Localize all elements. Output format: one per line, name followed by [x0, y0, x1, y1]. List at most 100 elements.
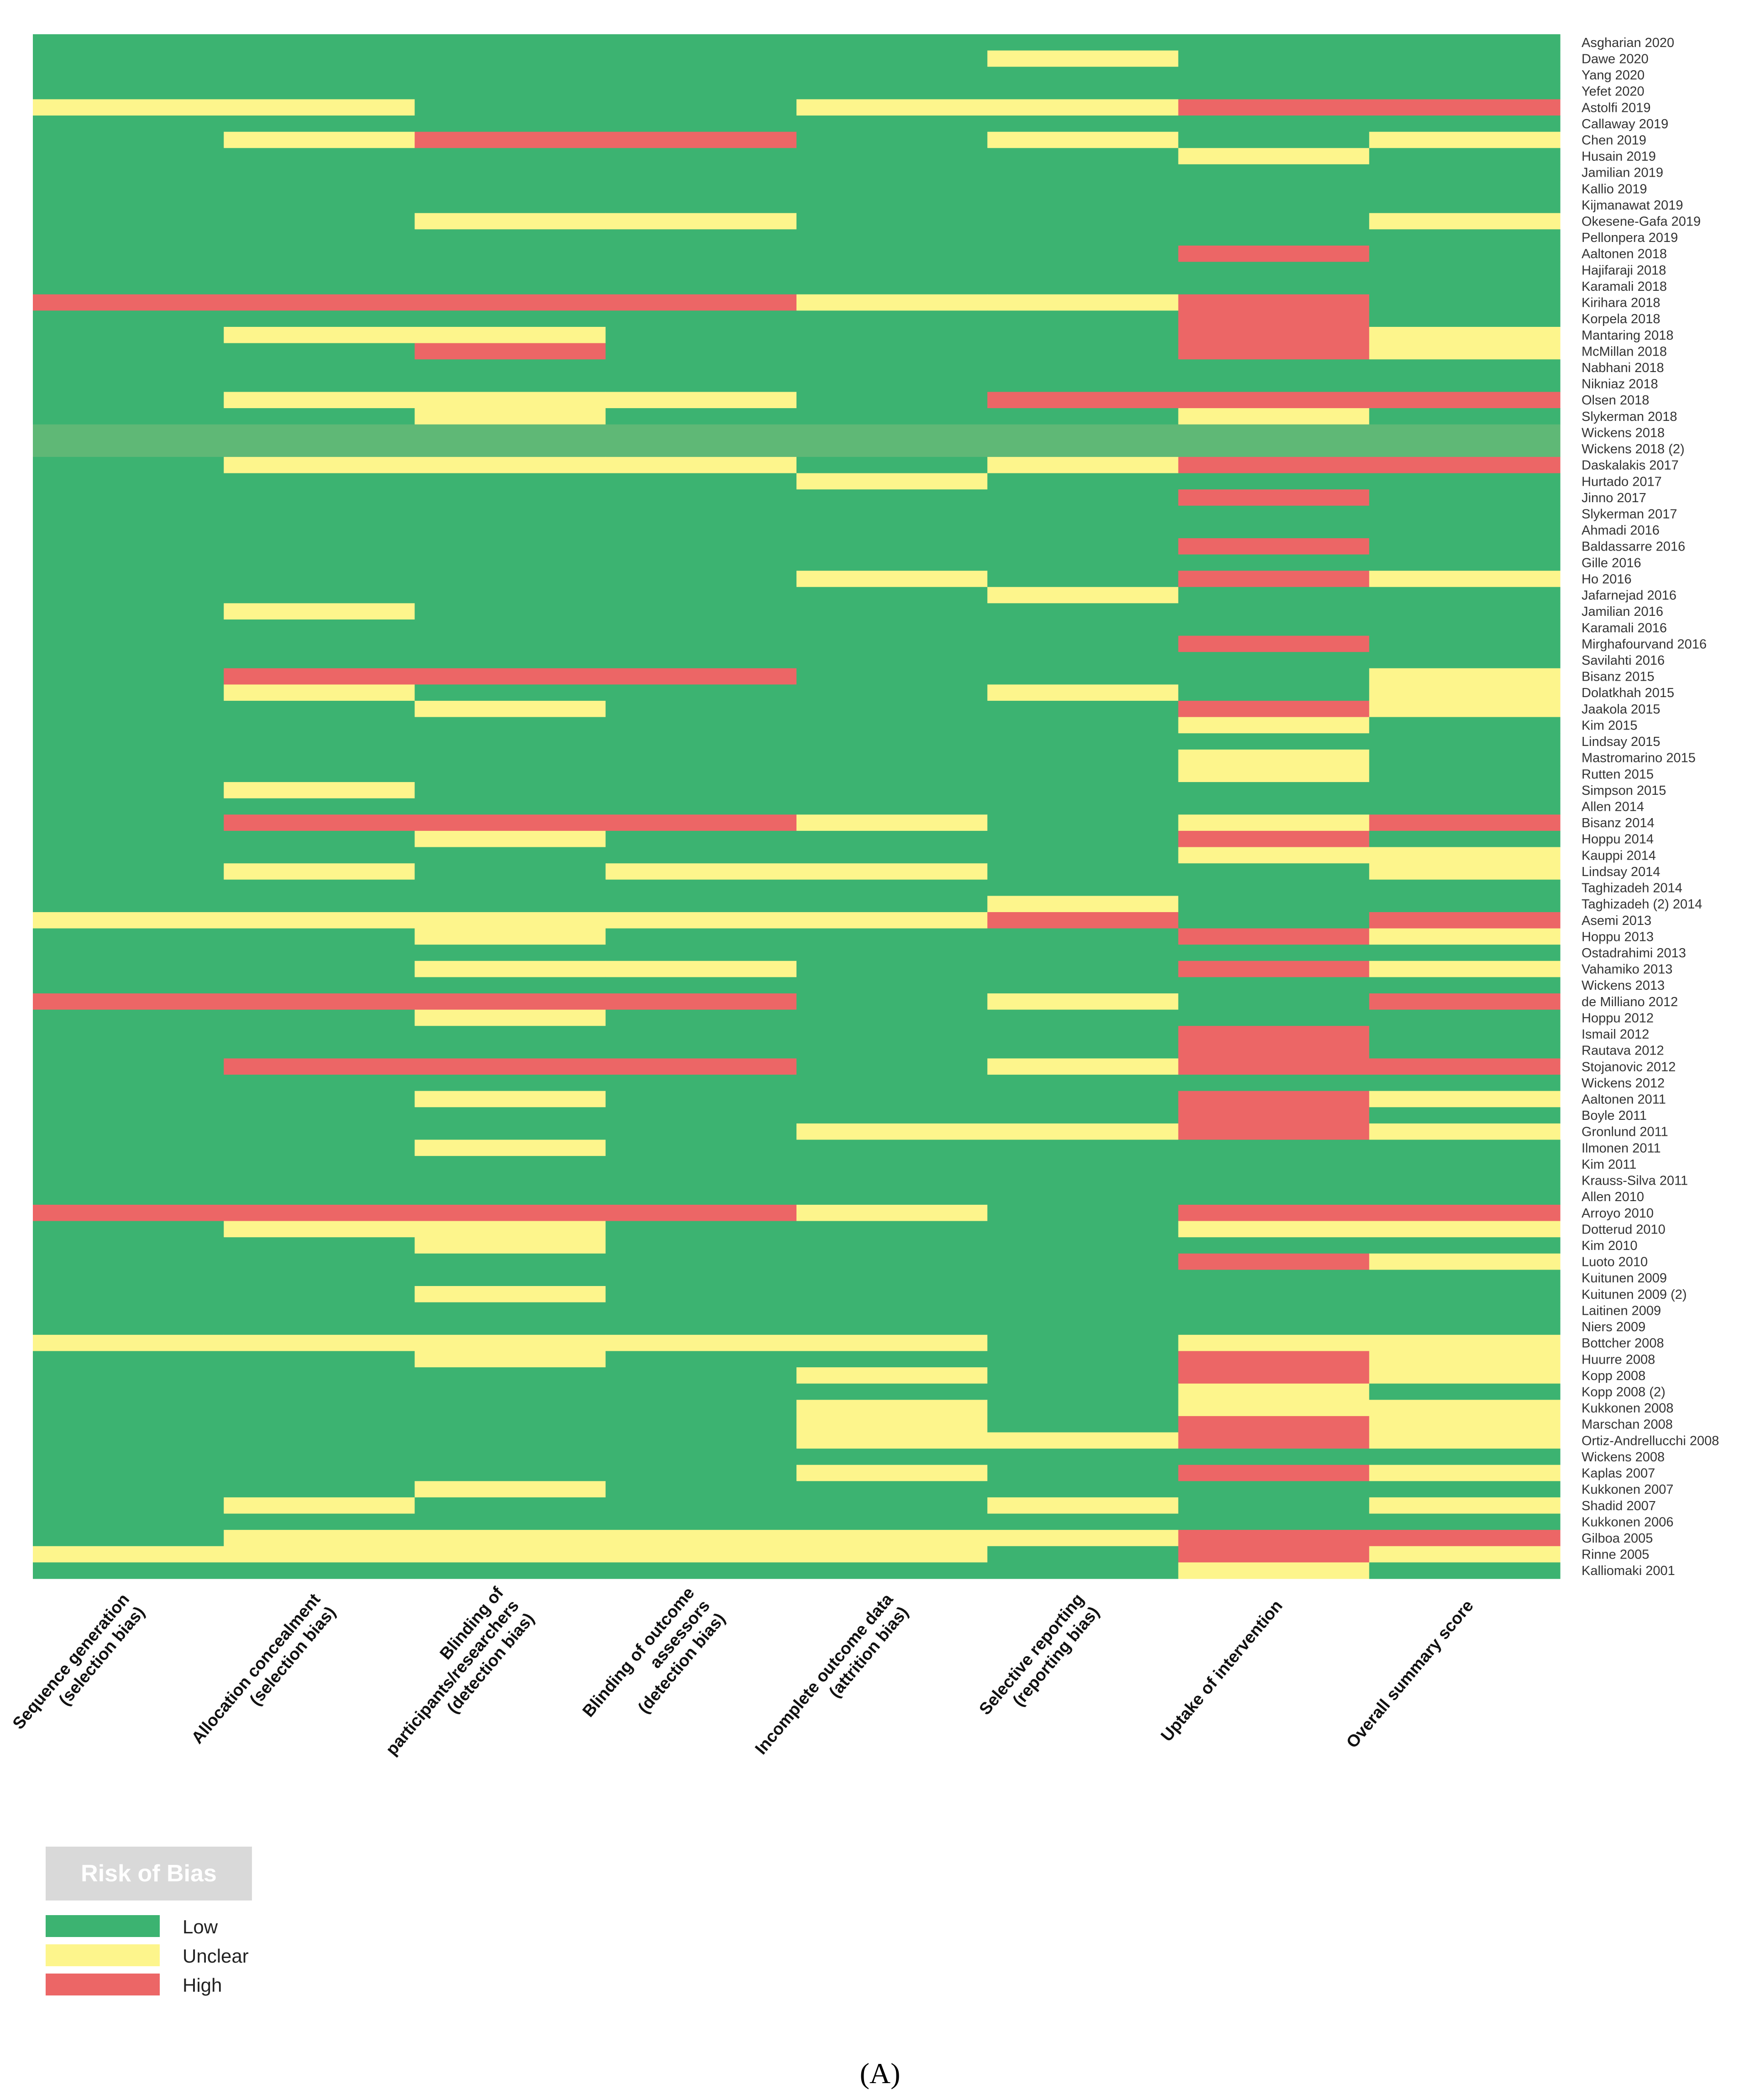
- heatmap-cell: [1178, 863, 1370, 880]
- heatmap-cell: [605, 701, 797, 718]
- heatmap-cell: [1369, 213, 1561, 230]
- heatmap-cell: [33, 457, 224, 474]
- heatmap-cell: [1369, 310, 1561, 327]
- heatmap-cell: [987, 359, 1179, 376]
- heatmap-cell: [33, 571, 224, 588]
- heatmap-cell: [224, 424, 415, 441]
- heatmap-cell: [1369, 1400, 1561, 1417]
- heatmap-cell: [796, 408, 988, 425]
- heatmap-cell: [987, 1270, 1179, 1286]
- heatmap-cell: [1369, 1367, 1561, 1384]
- study-label: Kirihara 2018: [1582, 296, 1660, 310]
- heatmap-cell: [224, 1009, 415, 1026]
- heatmap-cell: [224, 830, 415, 848]
- study-label: Rautava 2012: [1582, 1044, 1664, 1058]
- heatmap-cell: [224, 814, 415, 831]
- heatmap-cell: [605, 67, 797, 84]
- heatmap-cell: [1178, 830, 1370, 848]
- heatmap-cell: [1369, 603, 1561, 620]
- heatmap-cell: [605, 603, 797, 620]
- heatmap-cell: [1369, 1416, 1561, 1433]
- heatmap-cell: [796, 1530, 988, 1547]
- heatmap-cell: [605, 359, 797, 376]
- heatmap-cell: [33, 392, 224, 409]
- study-label: Gronlund 2011: [1582, 1125, 1668, 1139]
- heatmap-cell: [796, 961, 988, 978]
- heatmap-cell: [1369, 847, 1561, 864]
- heatmap-cell: [414, 213, 606, 230]
- heatmap-cell: [987, 1107, 1179, 1124]
- heatmap-cell: [33, 1172, 224, 1189]
- heatmap-cell: [605, 554, 797, 571]
- heatmap-cell: [796, 1107, 988, 1124]
- heatmap-cell: [414, 375, 606, 393]
- heatmap-cell: [33, 961, 224, 978]
- heatmap-cell: [796, 896, 988, 913]
- heatmap-cell: [1178, 635, 1370, 652]
- heatmap-cell: [987, 262, 1179, 278]
- heatmap-cell: [33, 1562, 224, 1579]
- heatmap-cell: [1369, 1334, 1561, 1352]
- heatmap-cell: [605, 1351, 797, 1368]
- heatmap-cell: [987, 1172, 1179, 1189]
- heatmap-cell: [796, 1042, 988, 1059]
- heatmap-cell: [987, 1481, 1179, 1498]
- heatmap-cell: [33, 50, 224, 67]
- study-label: Savilahti 2016: [1582, 653, 1665, 668]
- study-label: McMillan 2018: [1582, 344, 1667, 359]
- heatmap-cell: [1369, 863, 1561, 880]
- heatmap-cell: [987, 701, 1179, 718]
- heatmap-cell: [1369, 1123, 1561, 1140]
- heatmap-cell: [414, 863, 606, 880]
- heatmap-cell: [33, 1107, 224, 1124]
- heatmap-cell: [33, 830, 224, 848]
- heatmap-cell: [1369, 1562, 1561, 1579]
- heatmap-cell: [33, 912, 224, 929]
- heatmap-cell: [987, 1465, 1179, 1481]
- heatmap-cell: [414, 912, 606, 929]
- heatmap-cell: [33, 441, 224, 457]
- heatmap-cell: [796, 1221, 988, 1238]
- study-label: Luoto 2010: [1582, 1255, 1648, 1270]
- study-label: Kukkonen 2007: [1582, 1482, 1674, 1497]
- heatmap-cell: [1369, 441, 1561, 457]
- study-label: Kauppi 2014: [1582, 848, 1656, 863]
- study-label: Allen 2010: [1582, 1190, 1644, 1204]
- heatmap-cell: [224, 879, 415, 896]
- heatmap-cell: [33, 505, 224, 522]
- study-label: Dotterud 2010: [1582, 1222, 1666, 1237]
- heatmap-cell: [224, 1058, 415, 1075]
- heatmap-cell: [414, 408, 606, 425]
- heatmap-cell: [1178, 197, 1370, 214]
- heatmap-cell: [414, 814, 606, 831]
- heatmap-cell: [987, 652, 1179, 669]
- heatmap-cell: [33, 1286, 224, 1303]
- heatmap-cell: [33, 1367, 224, 1384]
- study-label: Arroyo 2010: [1582, 1206, 1654, 1221]
- heatmap-cell: [1369, 164, 1561, 181]
- heatmap-cell: [1178, 164, 1370, 181]
- heatmap-cell: [224, 245, 415, 262]
- heatmap-cell: [414, 197, 606, 214]
- heatmap-cell: [224, 1562, 415, 1579]
- heatmap-cell: [224, 441, 415, 457]
- heatmap-cell: [1178, 99, 1370, 116]
- heatmap-cell: [1178, 749, 1370, 766]
- study-label: Gille 2016: [1582, 556, 1641, 570]
- heatmap-cell: [605, 294, 797, 311]
- heatmap-cell: [33, 1416, 224, 1433]
- heatmap-cell: [605, 798, 797, 815]
- heatmap-cell: [796, 457, 988, 474]
- heatmap-cell: [414, 782, 606, 799]
- heatmap-cell: [224, 522, 415, 539]
- heatmap-cell: [1369, 798, 1561, 815]
- heatmap-cell: [987, 1058, 1179, 1075]
- heatmap-cell: [796, 262, 988, 278]
- heatmap-cell: [796, 1286, 988, 1303]
- heatmap-cell: [1369, 1530, 1561, 1547]
- heatmap-cell: [224, 928, 415, 945]
- heatmap-cell: [224, 359, 415, 376]
- heatmap-cell: [33, 213, 224, 230]
- heatmap-cell: [796, 1497, 988, 1514]
- heatmap-cell: [796, 424, 988, 441]
